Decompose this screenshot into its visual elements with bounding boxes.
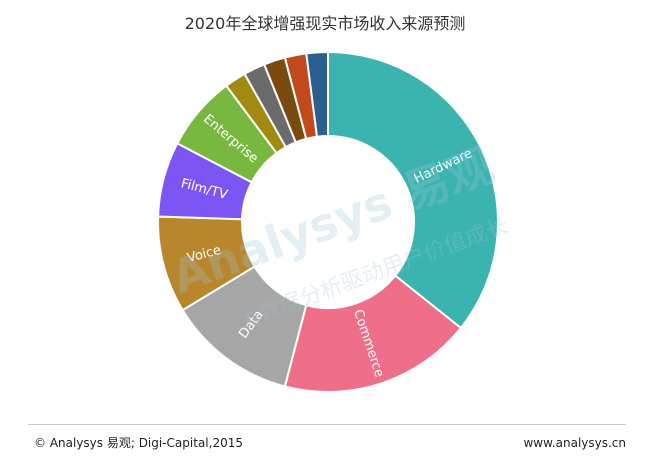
- footer-source: © Analysys 易观; Digi-Capital,2015: [34, 436, 243, 450]
- footer-url: www.analysys.cn: [523, 436, 626, 450]
- slice-hardware: [327, 50, 499, 330]
- slice-commerce: [283, 274, 463, 393]
- footer-divider: [28, 424, 626, 425]
- slice-minor-10: [305, 50, 329, 138]
- chart-title: 2020年全球增强现实市场收入来源预测: [184, 14, 466, 33]
- donut-slices: [157, 50, 499, 393]
